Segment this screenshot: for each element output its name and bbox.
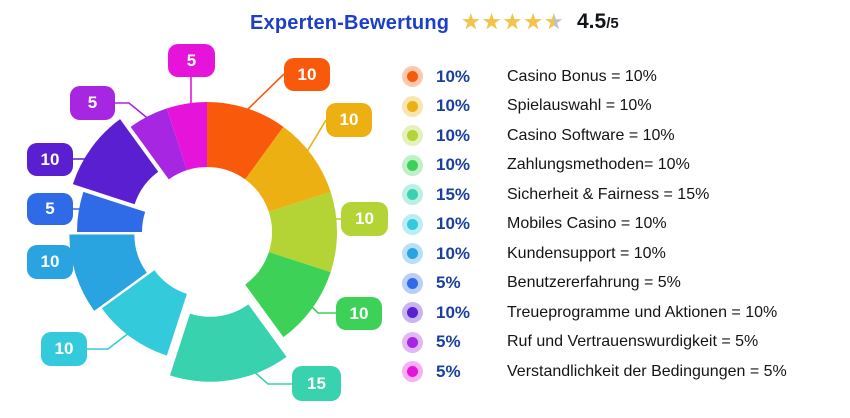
rating-value: 4.5: [577, 10, 607, 33]
slice-callout-label: 5: [27, 193, 73, 225]
star-icon: ★: [502, 9, 524, 34]
star-icon: ★: [523, 9, 544, 34]
rating-max: /5: [606, 15, 619, 32]
legend-dot-core: [407, 307, 418, 319]
legend-dot-icon: [402, 272, 423, 294]
legend-item: 10% Spielauswahl = 10%: [402, 92, 787, 122]
star-icon: ★★: [502, 9, 524, 34]
legend-item: 5% Verstandlichkeit der Bedingungen = 5%: [402, 357, 787, 387]
legend-dot-icon: [402, 331, 423, 353]
donut-slice: [130, 108, 187, 180]
legend-label: Benutzererfahrung = 5%: [507, 274, 681, 292]
donut-slice: [101, 270, 187, 356]
legend-dot-core: [407, 71, 418, 83]
legend-item: 5% Ruf und Vertrauenswurdigkeit = 5%: [402, 328, 787, 358]
legend-dot-core: [407, 366, 418, 378]
donut-slice: [72, 119, 159, 205]
legend-dot-icon: [402, 302, 423, 324]
legend-item: 15% Sicherheit & Fairness = 15%: [402, 180, 787, 210]
star-icon: ★: [481, 9, 503, 34]
legend-label: Spielauswahl = 10%: [507, 97, 652, 115]
legend-percent: 10%: [436, 66, 471, 86]
slice-callout-label: 5: [168, 44, 215, 77]
legend-label: Zahlungsmethoden= 10%: [507, 156, 690, 174]
callout-connector: [87, 328, 135, 350]
legend-dot-icon: [402, 243, 423, 265]
legend-label: Mobiles Casino = 10%: [507, 215, 667, 233]
slice-callout-label: 10: [341, 202, 388, 236]
legend-percent: 5%: [436, 361, 461, 381]
donut-slice: [77, 191, 146, 232]
legend-label: Casino Bonus = 10%: [507, 67, 657, 85]
donut-slice: [245, 252, 331, 338]
slice-callout-label: 5: [70, 86, 115, 120]
callout-connector: [304, 119, 327, 156]
star-icon: ★: [544, 8, 554, 36]
legend-label: Ruf und Vertrauenswurdigkeit = 5%: [507, 333, 759, 351]
legend-dot-icon: [402, 361, 423, 383]
legend-dot-core: [407, 130, 418, 142]
legend-percent: 10%: [436, 96, 471, 116]
legend-percent: 15%: [436, 184, 471, 204]
legend-dot-core: [407, 336, 418, 348]
legend-dot-icon: [402, 154, 423, 176]
donut-slice: [169, 304, 287, 382]
legend-percent: 10%: [436, 302, 471, 322]
legend-percent: 5%: [436, 332, 461, 352]
slice-callout-label: 15: [292, 366, 341, 401]
slice-callout-label: 10: [326, 103, 372, 137]
donut-slice: [166, 102, 207, 171]
callout-connector: [246, 73, 285, 111]
star-icon: ★★: [481, 9, 503, 34]
legend-dot-core: [407, 189, 418, 201]
donut-slices: [69, 102, 337, 382]
legend-percent: 10%: [436, 155, 471, 175]
legend-item: 5% Benutzererfahrung = 5%: [402, 269, 787, 299]
legend-item: 10% Casino Bonus = 10%: [402, 62, 787, 92]
legend: 10% Casino Bonus = 10% 10% Spielauswahl = 1…: [402, 62, 787, 387]
slice-callout-label: 10: [284, 58, 330, 91]
legend-label: Kundensupport = 10%: [507, 244, 666, 262]
slice-callout-label: 10: [27, 143, 73, 176]
donut-slice: [268, 191, 337, 273]
legend-dot-core: [407, 218, 418, 230]
legend-label: Treueprogramme und Aktionen = 10%: [507, 303, 778, 321]
star-icon: ★★: [543, 8, 565, 36]
donut-slice: [207, 102, 284, 180]
rating-score: 4.5/5: [577, 10, 619, 34]
legend-item: 10% Casino Software = 10%: [402, 121, 787, 151]
slice-callout-label: 10: [27, 245, 73, 279]
star-rating: ★★★★★★★★★★: [461, 8, 565, 36]
legend-dot-icon: [402, 184, 423, 206]
legend-item: 10% Zahlungsmethoden= 10%: [402, 151, 787, 181]
legend-dot-icon: [402, 66, 423, 88]
legend-dot-core: [407, 248, 418, 260]
legend-label: Verstandlichkeit der Bedingungen = 5%: [507, 362, 787, 380]
legend-percent: 5%: [436, 273, 461, 293]
legend-dot-icon: [402, 125, 423, 147]
legend-percent: 10%: [436, 214, 471, 234]
legend-item: 10% Treueprogramme und Aktionen = 10%: [402, 298, 787, 328]
legend-dot-icon: [402, 95, 423, 117]
legend-label: Casino Software = 10%: [507, 126, 675, 144]
legend-item: 10% Mobiles Casino = 10%: [402, 210, 787, 240]
slice-callout-label: 10: [336, 297, 382, 330]
legend-dot-icon: [402, 213, 423, 235]
page-title: Experten-Bewertung: [250, 12, 450, 34]
legend-dot-core: [407, 159, 418, 171]
slice-callout-label: 10: [41, 332, 87, 366]
legend-dot-core: [407, 277, 418, 289]
legend-percent: 10%: [436, 125, 471, 145]
legend-label: Sicherheit & Fairness = 15%: [507, 185, 710, 203]
star-icon: ★★: [523, 9, 544, 34]
star-icon: ★★: [461, 9, 482, 34]
donut-slice: [245, 126, 331, 212]
star-icon: ★: [461, 9, 482, 34]
donut-slice: [69, 234, 147, 311]
legend-item: 10% Kundensupport = 10%: [402, 239, 787, 269]
legend-percent: 10%: [436, 243, 471, 263]
legend-dot-core: [407, 100, 418, 112]
